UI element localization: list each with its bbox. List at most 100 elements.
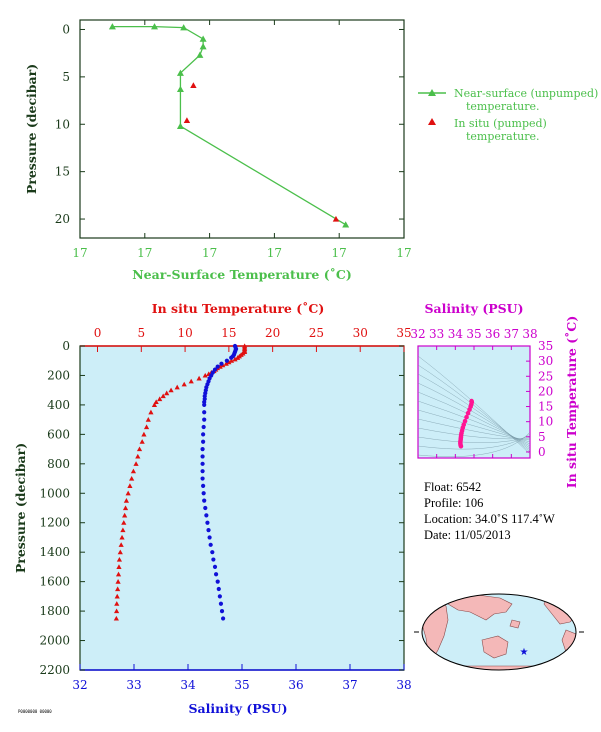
salinity-profile-point: [218, 601, 224, 606]
temperature-profile-point: [174, 384, 180, 390]
top-y-tick-label: 5: [62, 70, 70, 84]
profile-number: Profile: 106: [424, 496, 484, 510]
profile-y-tick-label: 1600: [39, 575, 70, 589]
salinity-profile-point: [219, 608, 225, 614]
ts-y-tick-label: 0: [538, 445, 546, 459]
temperature-profile-point: [148, 409, 154, 415]
temperature-profile-point: [120, 527, 126, 533]
temperature-profile-point: [127, 483, 133, 488]
salinity-profile-point: [200, 461, 205, 466]
profile-top-tick-label: 30: [353, 326, 368, 340]
profile-y-tick-label: 2200: [39, 663, 70, 677]
pumped-temperature-point: [183, 117, 191, 124]
unpumped-temperature-point: [196, 51, 204, 58]
unpumped-temperature-point: [176, 85, 184, 92]
profile-bottom-tick-label: 35: [234, 678, 249, 692]
top-series-group: [108, 23, 350, 228]
top-x-tick-label: 17: [202, 246, 217, 260]
profile-top-axis: 0 5 10 15 20 25 30 35: [94, 326, 412, 352]
temperature-profile-point: [115, 586, 121, 592]
salinity-profile-point: [200, 476, 205, 481]
location: Location: 34.0˚S 117.4˚W: [424, 512, 555, 526]
profile-y-axis: 0 200 400 600 800 1000 1200 1400 1600 1800 2000 220…: [39, 339, 404, 677]
ts-y-tick-label: 5: [538, 430, 546, 444]
temperature-profile-point: [117, 549, 123, 555]
top-y-tick-label: 0: [62, 22, 70, 36]
unpumped-temperature-point: [199, 35, 207, 42]
top-y-tick-label: 15: [55, 165, 70, 179]
salinity-profile-point: [200, 446, 205, 452]
profile-top-tick-label: 15: [221, 326, 236, 340]
salinity-profile-point: [202, 498, 207, 503]
ts-point: [464, 414, 469, 420]
profile-plot-frame: [79, 345, 405, 671]
temperature-profile-point: [145, 417, 151, 422]
unpumped-temperature-point: [151, 23, 159, 30]
profile-series-group: [113, 343, 248, 621]
top-x-tick-label: 17: [267, 246, 282, 260]
temperature-profile-point: [168, 387, 174, 393]
profile-bottom-axis: 32 33 34 35 36 37 38: [72, 664, 412, 692]
temperature-profile-point: [122, 512, 128, 518]
profile-bottom-tick-label: 33: [126, 678, 141, 692]
profile-top-axis-label: In situ Temperature (˚C): [152, 301, 325, 316]
temperature-profile-point: [116, 564, 122, 569]
salinity-profile-point: [217, 594, 222, 599]
ts-x-tick-label: 33: [429, 327, 444, 341]
ts-density-contours: [417, 355, 531, 457]
temperature-profile-point: [113, 615, 119, 621]
ts-y-tick-label: 35: [538, 339, 553, 353]
map-land-australia: [481, 635, 509, 659]
ts-density-contour: [417, 431, 531, 457]
ts-x-tick-label: 32: [410, 327, 425, 341]
temperature-profile-point: [226, 359, 232, 365]
ts-density-contour: [417, 382, 531, 449]
temperature-profile-point: [235, 355, 241, 360]
temperature-profile-point: [114, 608, 120, 614]
salinity-profile-point: [210, 550, 215, 555]
ts-density-contour: [417, 435, 531, 443]
salinity-profile-point: [215, 364, 220, 369]
map-land-islands: [509, 619, 521, 629]
ts-density-contour: [417, 433, 531, 450]
salinity-profile-point: [213, 572, 219, 577]
salinity-profile-point: [224, 358, 229, 363]
temperature-profile-point: [116, 556, 123, 562]
temperature-profile-point: [114, 593, 120, 599]
profile-y-tick-label: 200: [47, 368, 70, 382]
footer-code: P0000000 00000: [18, 709, 52, 714]
profile-top-tick-label: 20: [265, 326, 280, 340]
top-y-tick-label: 10: [55, 117, 70, 131]
profile-bottom-tick-label: 36: [288, 678, 303, 692]
profile-y-tick-label: 800: [47, 457, 70, 471]
salinity-profile-point: [205, 520, 210, 525]
salinity-profile-point: [201, 483, 206, 489]
ts-point: [465, 410, 471, 416]
ts-point: [462, 418, 468, 424]
map-land-antarctica: [429, 665, 571, 670]
legend-marker-unpumped: [428, 89, 436, 96]
profile-bottom-tick-label: 37: [342, 678, 357, 692]
profile-bottom-tick-label: 38: [396, 678, 411, 692]
salinity-profile-point: [200, 469, 205, 474]
temperature-profile-point: [115, 579, 121, 584]
temperature-profile-point: [125, 490, 131, 496]
salinity-profile-point: [208, 542, 213, 547]
pumped-temperature-point: [332, 215, 340, 222]
salinity-profile-point: [201, 439, 206, 444]
temperature-profile-point: [188, 378, 194, 384]
salinity-profile-point: [212, 564, 218, 570]
map-border: [421, 593, 577, 671]
salinity-profile-point: [221, 616, 226, 621]
profile-y-tick-label: 1800: [39, 604, 70, 618]
top-x-tick-label: 17: [332, 246, 347, 260]
temperature-profile-point: [202, 372, 208, 378]
profile-chart: 0200400600800100012001400160018002000220…: [13, 301, 412, 716]
ts-x-tick-label: 35: [466, 327, 481, 341]
salinity-profile-point: [202, 399, 207, 405]
legend-label-pumped-2: temperature.: [466, 130, 540, 143]
unpumped-temperature-point: [176, 122, 184, 129]
temperature-profile-point: [164, 390, 170, 396]
profile-y-axis-label: Pressure (decibar): [13, 443, 28, 573]
